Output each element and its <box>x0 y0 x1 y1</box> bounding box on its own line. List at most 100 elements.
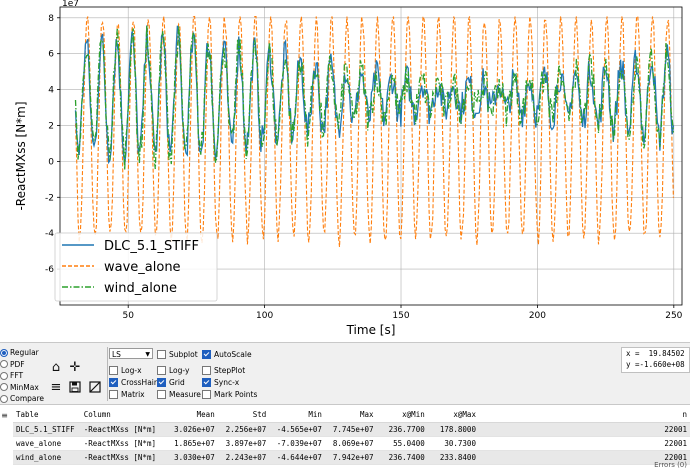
y-axis-label: -ReactMXss [N*m] <box>14 101 28 210</box>
table-cell: wind_alone <box>13 450 81 465</box>
table-cell: 30.7300 <box>427 436 479 451</box>
line-style-select[interactable]: LS ▼ <box>109 348 153 359</box>
column-header[interactable]: x@Min <box>376 407 428 423</box>
stepplot-checkbox[interactable]: StepPlot <box>202 365 245 376</box>
column-header[interactable]: Std <box>217 407 270 423</box>
table-cell: 2.256e+07 <box>217 422 270 437</box>
table-cell: DLC_5.1_STIFF <box>13 422 81 437</box>
column-header[interactable]: Table <box>13 407 81 423</box>
table-row[interactable]: wave_alone -ReactMXss [N*m] 1.865e+07 3.897… <box>13 436 690 451</box>
table-cell: 236.7700 <box>376 422 428 437</box>
table-cell: 7.942e+07 <box>324 450 377 465</box>
autoscale-checkbox[interactable]: AutoScale <box>202 349 252 360</box>
y-tick-label: 6 <box>48 50 54 60</box>
grid-checkbox[interactable]: Grid <box>157 377 185 388</box>
checkbox-box <box>157 350 166 359</box>
sliders-icon[interactable]: ≡ <box>50 379 62 395</box>
table-cell: 3.030e+07 <box>167 450 218 465</box>
stats-table-panel: ≡ Table Column Mean Std Min Max x@Min x@Max n DL… <box>0 404 690 470</box>
plot-canvas[interactable]: 50 100 150 200 250 -6 -4 -2 0 2 4 6 8 1e7 Time [s] -… <box>0 0 690 342</box>
crosshair-checkbox[interactable]: CrossHair <box>109 377 157 388</box>
logy-checkbox[interactable]: Log-y <box>157 365 189 376</box>
y-tick-label: -4 <box>45 229 54 239</box>
legend: DLC_5.1_STIFF wave_alone wind_alone <box>54 232 218 302</box>
radio-dot <box>0 371 8 380</box>
x-tick-label: 250 <box>665 311 682 321</box>
table-cell: 22001 <box>478 422 690 437</box>
save-icon[interactable] <box>67 379 83 395</box>
radio-pdf[interactable]: PDF <box>0 359 44 371</box>
radio-dot <box>0 383 8 392</box>
move-icon[interactable]: ✛ <box>69 359 81 375</box>
y-tick-label: 0 <box>48 157 54 167</box>
column-header[interactable]: Min <box>269 407 325 423</box>
y-tick-label: 8 <box>48 14 54 24</box>
table-cell: -4.644e+07 <box>269 450 325 465</box>
column-header[interactable]: n <box>478 407 690 423</box>
table-row[interactable]: DLC_5.1_STIFF -ReactMXss [N*m] 3.026e+07 2.… <box>13 422 690 437</box>
measure-checkbox[interactable]: Measure <box>157 389 201 400</box>
column-header[interactable]: Max <box>324 407 377 423</box>
table-cell: 1.865e+07 <box>167 436 218 451</box>
table-cell: 2.243e+07 <box>217 450 270 465</box>
table-cell: -7.039e+07 <box>269 436 325 451</box>
logx-checkbox[interactable]: Log-x <box>109 365 142 376</box>
plot-frame <box>59 6 683 306</box>
x-axis-label: Time [s] <box>346 323 396 337</box>
table-cell: 8.069e+07 <box>324 436 377 451</box>
table-cell: 236.7400 <box>376 450 428 465</box>
home-icon[interactable]: ⌂ <box>51 359 61 375</box>
radio-fft[interactable]: FFT <box>0 370 44 382</box>
table-cell: 22001 <box>478 450 690 465</box>
cursor-x: x = 19.84502 <box>626 349 685 358</box>
errors-status[interactable]: Errors (0) <box>654 461 687 469</box>
table-header-row: Table Column Mean Std Min Max x@Min x@Max n <box>13 407 690 423</box>
checkbox-box <box>202 366 211 375</box>
legend-label: wave_alone <box>104 260 181 275</box>
table-cell: 3.026e+07 <box>167 422 218 437</box>
checkbox-box <box>202 378 211 387</box>
table-cell: wave_alone <box>13 436 81 451</box>
markpoints-checkbox[interactable]: Mark Points <box>202 389 257 400</box>
table-row[interactable]: wind_alone -ReactMXss [N*m] 3.030e+07 2.243… <box>13 450 690 465</box>
checkbox-box <box>157 378 166 387</box>
legend-label: DLC_5.1_STIFF <box>104 239 199 254</box>
chart[interactable]: 50 100 150 200 250 -6 -4 -2 0 2 4 6 8 1e7 Time [s] -… <box>0 0 690 342</box>
column-header[interactable]: Column <box>80 407 168 423</box>
y-tick-label: -2 <box>45 193 54 203</box>
radio-label: PDF <box>10 359 25 369</box>
radio-dot <box>0 348 8 357</box>
table-cell: 233.8400 <box>427 450 479 465</box>
radio-dot <box>0 360 8 369</box>
table-cell: -ReactMXss [N*m] <box>80 436 168 451</box>
table-cell: 22001 <box>478 436 690 451</box>
radio-compare[interactable]: Compare <box>0 393 44 405</box>
radio-label: Compare <box>10 394 45 404</box>
chevron-down-icon: ▼ <box>145 351 150 358</box>
separator <box>107 347 108 401</box>
subplot-checkbox[interactable]: Subplot <box>157 349 198 360</box>
syncx-checkbox[interactable]: Sync-x <box>202 377 239 388</box>
legend-label: wind_alone <box>104 281 177 296</box>
menu-icon[interactable]: ≡ <box>1 411 8 420</box>
radio-regular[interactable]: Regular <box>0 347 44 359</box>
series-line-wind_alone <box>74 25 675 170</box>
matrix-checkbox[interactable]: Matrix <box>109 389 145 400</box>
checkbox-box <box>157 390 166 399</box>
radio-minmax[interactable]: MinMax <box>0 382 44 394</box>
checkbox-box <box>109 366 118 375</box>
column-header[interactable]: Mean <box>167 407 218 423</box>
y-tick-label: 4 <box>48 86 54 96</box>
x-tick-label: 200 <box>529 311 546 321</box>
stats-table: Table Column Mean Std Min Max x@Min x@Max n DLC_… <box>13 407 690 465</box>
checkbox-box <box>109 378 118 387</box>
column-header[interactable]: x@Max <box>427 407 479 423</box>
table-cell: 7.745e+07 <box>324 422 377 437</box>
radio-dot <box>0 394 8 403</box>
table-cell: -4.565e+07 <box>269 422 325 437</box>
controls-panel: Regular PDF FFT MinMax Compare ⌂ ✛ ≡ LS ▼ Log… <box>0 342 690 405</box>
y-tick-label: -6 <box>45 265 54 275</box>
zoom-box-icon[interactable] <box>87 379 103 395</box>
y-offset-label: 1e7 <box>62 0 79 9</box>
table-cell: 3.897e+07 <box>217 436 270 451</box>
